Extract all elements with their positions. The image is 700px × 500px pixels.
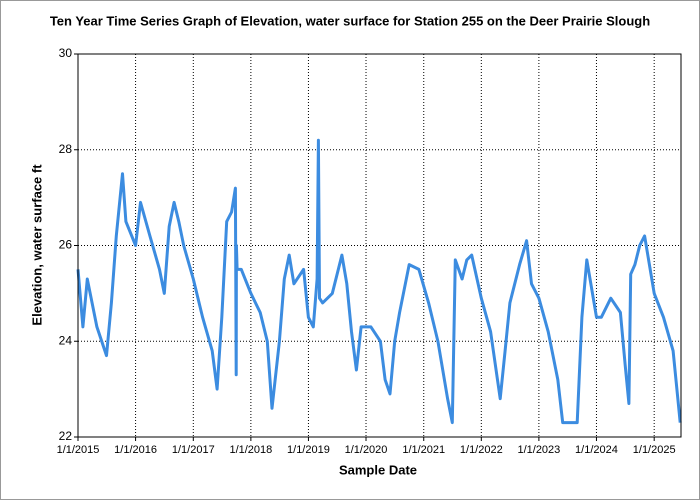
y-tick-label: 22 [59,429,73,443]
x-tick-label: 1/1/2017 [172,444,215,456]
y-tick-label: 24 [59,333,73,347]
y-tick-label: 30 [59,46,73,60]
x-tick-label: 1/1/2016 [114,444,157,456]
x-tick-label: 1/1/2018 [229,444,272,456]
chart-title: Ten Year Time Series Graph of Elevation,… [50,13,650,28]
data-line [76,138,682,425]
x-tick-label: 1/1/2019 [287,444,330,456]
x-tick-label: 1/1/2020 [345,444,388,456]
plot-border [77,53,682,438]
x-tick-label: 1/1/2015 [57,444,100,456]
x-tick-label: 1/1/2022 [460,444,503,456]
y-axis-label: Elevation, water surface ft [29,164,44,326]
y-tick-label: 28 [59,142,73,156]
x-tick-label: 1/1/2025 [633,444,676,456]
x-tick-label: 1/1/2021 [402,444,445,456]
x-axis-label: Sample Date [339,462,417,477]
x-tick-label: 1/1/2024 [575,444,618,456]
y-tick-label: 26 [59,238,73,252]
x-tick-label: 1/1/2023 [517,444,560,456]
